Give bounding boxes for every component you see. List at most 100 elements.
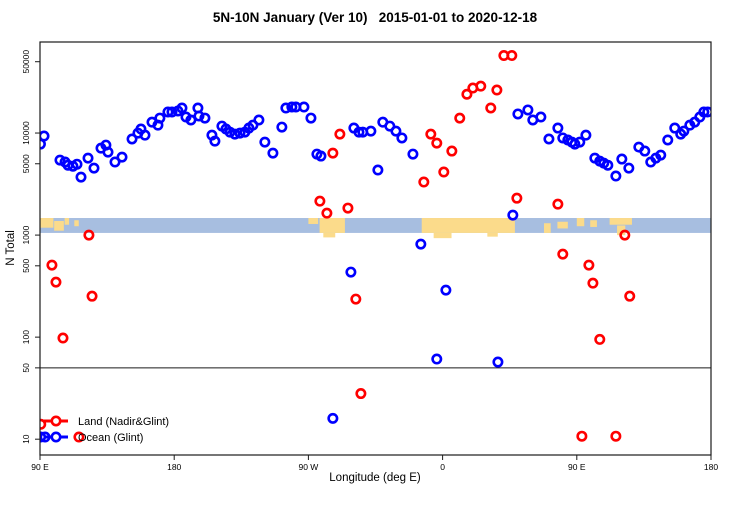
ocean-point bbox=[253, 114, 265, 126]
ocean-point bbox=[193, 110, 205, 122]
axis-ticks-layer: 90 E 180 90 W 0 90 E 180 10 50 100 500 1000 5000 100… bbox=[21, 50, 718, 472]
strip-land-patch bbox=[557, 221, 568, 229]
land-point bbox=[50, 276, 62, 288]
ocean-point bbox=[75, 171, 87, 183]
ocean-point bbox=[267, 147, 279, 159]
ocean-point bbox=[407, 148, 419, 160]
strip-land-patch bbox=[609, 218, 632, 225]
ocean-point bbox=[415, 238, 427, 250]
y-tick-label: 50000 bbox=[21, 50, 31, 74]
land-point bbox=[594, 333, 606, 345]
ocean-point bbox=[552, 122, 564, 134]
legend-land-marker-icon bbox=[50, 415, 62, 427]
ocean-point bbox=[602, 159, 614, 171]
ocean-point bbox=[305, 112, 317, 124]
y-tick-label: 1000 bbox=[21, 225, 31, 244]
land-point bbox=[557, 248, 569, 260]
strip-land-patch bbox=[54, 220, 64, 231]
x-tick-label: 90 E bbox=[31, 462, 49, 472]
x-tick-label: 0 bbox=[440, 462, 445, 472]
legend-ocean-label: Ocean (Glint) bbox=[78, 432, 143, 444]
land-point bbox=[576, 430, 588, 442]
ocean-point bbox=[698, 106, 710, 118]
land-point bbox=[73, 431, 85, 443]
strip-land-patch bbox=[40, 218, 54, 228]
ocean-point bbox=[82, 152, 94, 164]
land-point bbox=[619, 229, 631, 241]
ocean-point bbox=[678, 125, 690, 137]
ocean-point bbox=[557, 132, 569, 144]
land-point bbox=[334, 128, 346, 140]
ocean-point bbox=[580, 129, 592, 141]
ocean-point bbox=[185, 114, 197, 126]
x-tick-label: 180 bbox=[167, 462, 181, 472]
ocean-point bbox=[139, 129, 151, 141]
land-point bbox=[86, 290, 98, 302]
ocean-point bbox=[507, 209, 519, 221]
ocean-point bbox=[234, 127, 246, 139]
ocean-point bbox=[102, 146, 114, 158]
x-tick-label: 90 E bbox=[568, 462, 586, 472]
ocean-point bbox=[298, 101, 310, 113]
legend-item-land: Land (Nadir&Glint) bbox=[44, 415, 169, 428]
strip-land-patch bbox=[543, 223, 551, 233]
strip-land-patch bbox=[308, 218, 319, 224]
ocean-point bbox=[702, 106, 711, 118]
ocean-point bbox=[162, 106, 174, 118]
ocean-point bbox=[154, 112, 166, 124]
ocean-point bbox=[512, 108, 524, 120]
data-points-layer bbox=[40, 50, 711, 443]
x-axis-label: Longitude (deg E) bbox=[329, 472, 421, 484]
land-point bbox=[327, 147, 339, 159]
y-tick-label: 5000 bbox=[21, 154, 31, 173]
strip-land-patch bbox=[487, 232, 498, 237]
ocean-point bbox=[276, 121, 288, 133]
ocean-point bbox=[492, 356, 504, 368]
y-axis-label: N Total bbox=[5, 230, 17, 266]
strip-land-patch bbox=[617, 225, 626, 236]
land-point bbox=[624, 290, 636, 302]
land-point bbox=[438, 166, 450, 178]
land-point bbox=[425, 128, 437, 140]
y-tick-label: 100 bbox=[21, 330, 31, 344]
ocean-point bbox=[315, 150, 327, 162]
ocean-point bbox=[662, 134, 674, 146]
ocean-point bbox=[280, 102, 292, 114]
land-point bbox=[583, 259, 595, 271]
strip-land-patch bbox=[421, 218, 515, 233]
land-point bbox=[552, 198, 564, 210]
ocean-point bbox=[229, 128, 241, 140]
land-point bbox=[511, 192, 523, 204]
ocean-point bbox=[126, 133, 138, 145]
strip-land-patch bbox=[576, 218, 585, 227]
ocean-point bbox=[327, 412, 339, 424]
land-point bbox=[506, 50, 518, 62]
ocean-point bbox=[522, 104, 534, 116]
land-point bbox=[342, 202, 354, 214]
y-tick-label: 500 bbox=[21, 258, 31, 272]
ocean-point bbox=[209, 135, 221, 147]
land-point bbox=[57, 332, 69, 344]
legend-land-label: Land (Nadir&Glint) bbox=[78, 416, 169, 428]
land-point bbox=[485, 102, 497, 114]
land-point bbox=[40, 418, 47, 430]
x-tick-label: 90 W bbox=[298, 462, 318, 472]
ocean-point bbox=[616, 153, 628, 165]
ocean-point bbox=[372, 164, 384, 176]
ocean-point bbox=[116, 151, 128, 163]
ocean-point bbox=[390, 125, 402, 137]
ocean-point bbox=[574, 136, 586, 148]
strip-land-patch bbox=[74, 220, 79, 227]
land-point bbox=[461, 88, 473, 100]
strip-land-patch bbox=[319, 218, 345, 233]
land-point bbox=[314, 195, 326, 207]
ocean-point bbox=[109, 156, 121, 168]
ocean-point bbox=[535, 111, 547, 123]
land-point bbox=[610, 430, 622, 442]
ocean-point bbox=[71, 158, 83, 170]
land-point bbox=[431, 137, 443, 149]
strip-land-patch bbox=[433, 232, 452, 239]
ocean-point bbox=[440, 284, 452, 296]
